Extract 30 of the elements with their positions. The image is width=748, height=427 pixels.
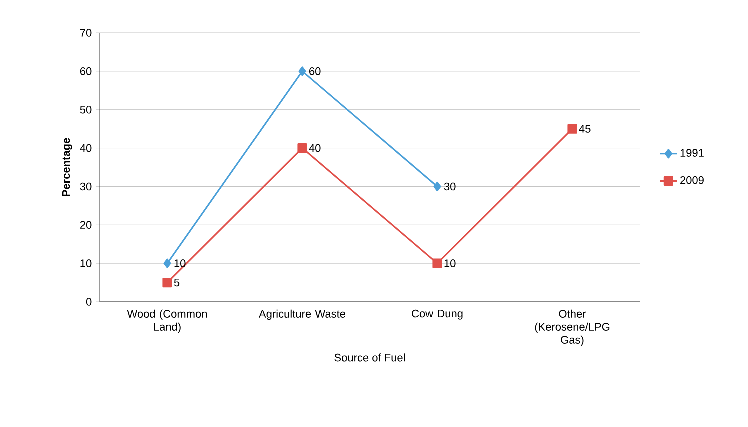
x-axis-title: Source of Fuel xyxy=(334,354,406,362)
data-label: 45 xyxy=(579,125,591,133)
y-tick-label: 50 xyxy=(80,106,92,114)
y-tick-label: 0 xyxy=(86,298,92,306)
x-tick-label: Cow Dung xyxy=(412,310,463,320)
y-tick-label: 10 xyxy=(80,260,92,268)
data-label: 60 xyxy=(310,68,321,76)
point xyxy=(298,66,306,76)
point xyxy=(164,258,172,268)
point xyxy=(162,278,172,288)
x-tick-label: Wood (Common Land) xyxy=(127,310,208,334)
y-tick-label: 20 xyxy=(80,221,92,230)
y-tick-label: 40 xyxy=(80,144,92,152)
data-label: 10 xyxy=(444,260,456,268)
data-label: 10 xyxy=(174,260,186,268)
legend-label: 1991 xyxy=(680,149,704,157)
y-tick-label: 70 xyxy=(80,29,92,37)
point xyxy=(432,258,442,268)
y-tick-label: 60 xyxy=(80,68,92,76)
data-label: 5 xyxy=(174,278,180,287)
x-tick-label: Agriculture Waste xyxy=(259,310,346,320)
legend-label: 2009 xyxy=(680,176,704,184)
point xyxy=(434,182,442,192)
point xyxy=(298,143,308,154)
y-axis-title: Percentage xyxy=(62,138,72,196)
y-tick-label: 30 xyxy=(80,182,92,191)
x-tick-label: Other (Kerosene/LPG Gas) xyxy=(535,310,610,346)
point xyxy=(568,124,578,134)
data-label: 40 xyxy=(309,144,321,152)
data-label: 30 xyxy=(444,182,456,191)
